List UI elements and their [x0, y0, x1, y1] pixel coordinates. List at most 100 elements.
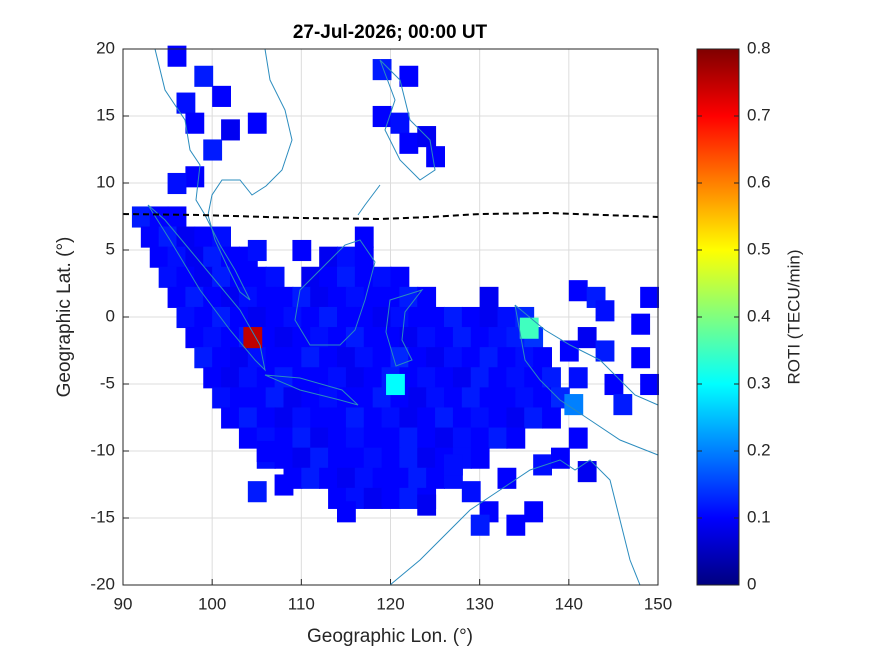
roti-cell — [372, 59, 392, 81]
roti-cell — [470, 514, 490, 536]
roti-cell — [131, 206, 151, 228]
roti-cell — [203, 246, 223, 268]
roti-cell — [506, 514, 526, 536]
cells — [131, 45, 659, 536]
y-tick-label: -10 — [90, 440, 115, 459]
coastline — [154, 48, 293, 301]
roti-cell — [140, 226, 160, 248]
roti-cell — [408, 306, 428, 329]
roti-cell — [185, 286, 205, 308]
x-tick-label: 130 — [465, 594, 493, 613]
roti-cell — [452, 367, 472, 389]
roti-cell — [328, 407, 347, 429]
roti-cell — [247, 266, 267, 288]
roti-cell — [194, 226, 214, 248]
roti-cell — [363, 367, 383, 389]
roti-cell — [265, 266, 285, 288]
roti-cell — [533, 347, 552, 369]
roti-cell — [203, 286, 223, 308]
y-tick-label: 0 — [106, 306, 115, 325]
roti-cell — [595, 300, 615, 322]
roti-cell — [167, 172, 187, 195]
x-tick-label: 90 — [114, 594, 133, 613]
x-tick-label: 150 — [644, 594, 672, 613]
roti-cell — [274, 327, 294, 349]
roti-cell — [408, 467, 428, 489]
roti-cell — [354, 226, 374, 248]
roti-cell — [265, 387, 285, 409]
roti-cell — [435, 327, 454, 349]
roti-cell — [345, 367, 365, 389]
y-tick-label: -20 — [90, 574, 115, 593]
roti-cell — [386, 373, 405, 396]
roti-cell — [506, 407, 526, 429]
roti-cell — [426, 467, 445, 489]
x-tick-label: 140 — [555, 594, 583, 613]
roti-cell — [524, 367, 544, 389]
roti-cell — [194, 347, 214, 369]
roti-cell — [221, 407, 240, 429]
roti-cell — [488, 327, 508, 349]
coastline — [385, 289, 424, 367]
y-tick-label: 15 — [96, 105, 115, 124]
colorbar-tick-label: 0.1 — [747, 507, 771, 526]
roti-cell — [256, 286, 276, 308]
roti-cell — [435, 407, 454, 429]
roti-cell — [426, 146, 445, 168]
coastline — [357, 59, 436, 216]
roti-cell — [319, 387, 338, 409]
roti-cell — [292, 427, 312, 449]
roti-cell — [310, 286, 330, 308]
roti-cell — [417, 367, 437, 389]
roti-cell — [470, 447, 490, 469]
roti-cell — [310, 367, 330, 389]
colorbar-tick-label: 0.8 — [747, 38, 771, 57]
axes-box — [122, 48, 659, 586]
roti-cell — [212, 85, 231, 107]
roti-cell — [399, 447, 419, 469]
roti-cell — [470, 407, 490, 429]
roti-cell — [337, 501, 356, 523]
roti-cell — [417, 407, 437, 429]
roti-cell — [328, 447, 347, 469]
roti-cell — [230, 266, 249, 288]
roti-cell — [247, 239, 267, 262]
roti-cell — [470, 427, 490, 449]
magnetic-equator — [122, 211, 659, 221]
roti-cell — [452, 427, 472, 449]
roti-cell — [461, 387, 481, 409]
roti-cell — [533, 454, 552, 476]
roti-cell — [506, 427, 526, 449]
roti-cell — [551, 447, 570, 469]
roti-cell — [515, 387, 535, 409]
roti-cell — [283, 306, 303, 329]
roti-cell — [274, 474, 294, 496]
roti-cell — [381, 407, 401, 429]
roti-cell — [212, 226, 231, 248]
roti-cell — [426, 387, 445, 409]
roti-cell — [479, 306, 499, 329]
y-tick-label: -15 — [90, 507, 115, 526]
roti-cell — [292, 407, 312, 429]
roti-cell — [381, 487, 401, 509]
roti-cell — [568, 367, 588, 389]
roti-cell — [613, 394, 633, 416]
y-axis-label: Geographic Lat. (°) — [54, 237, 75, 398]
roti-cell — [345, 407, 365, 429]
roti-cell — [461, 481, 481, 503]
colorbar-tick-label: 0.7 — [747, 105, 771, 124]
roti-cell — [176, 92, 196, 114]
roti-cell — [194, 65, 214, 87]
roti-cell — [497, 467, 517, 489]
roti-cell — [372, 105, 392, 128]
roti-cell — [363, 427, 383, 449]
roti-cell — [479, 347, 499, 369]
roti-cell — [479, 387, 499, 409]
roti-cell — [372, 347, 392, 369]
roti-cell — [524, 407, 544, 429]
roti-cell — [488, 427, 508, 449]
roti-cell — [488, 367, 508, 389]
coastline — [514, 304, 659, 456]
coastline — [294, 239, 376, 346]
